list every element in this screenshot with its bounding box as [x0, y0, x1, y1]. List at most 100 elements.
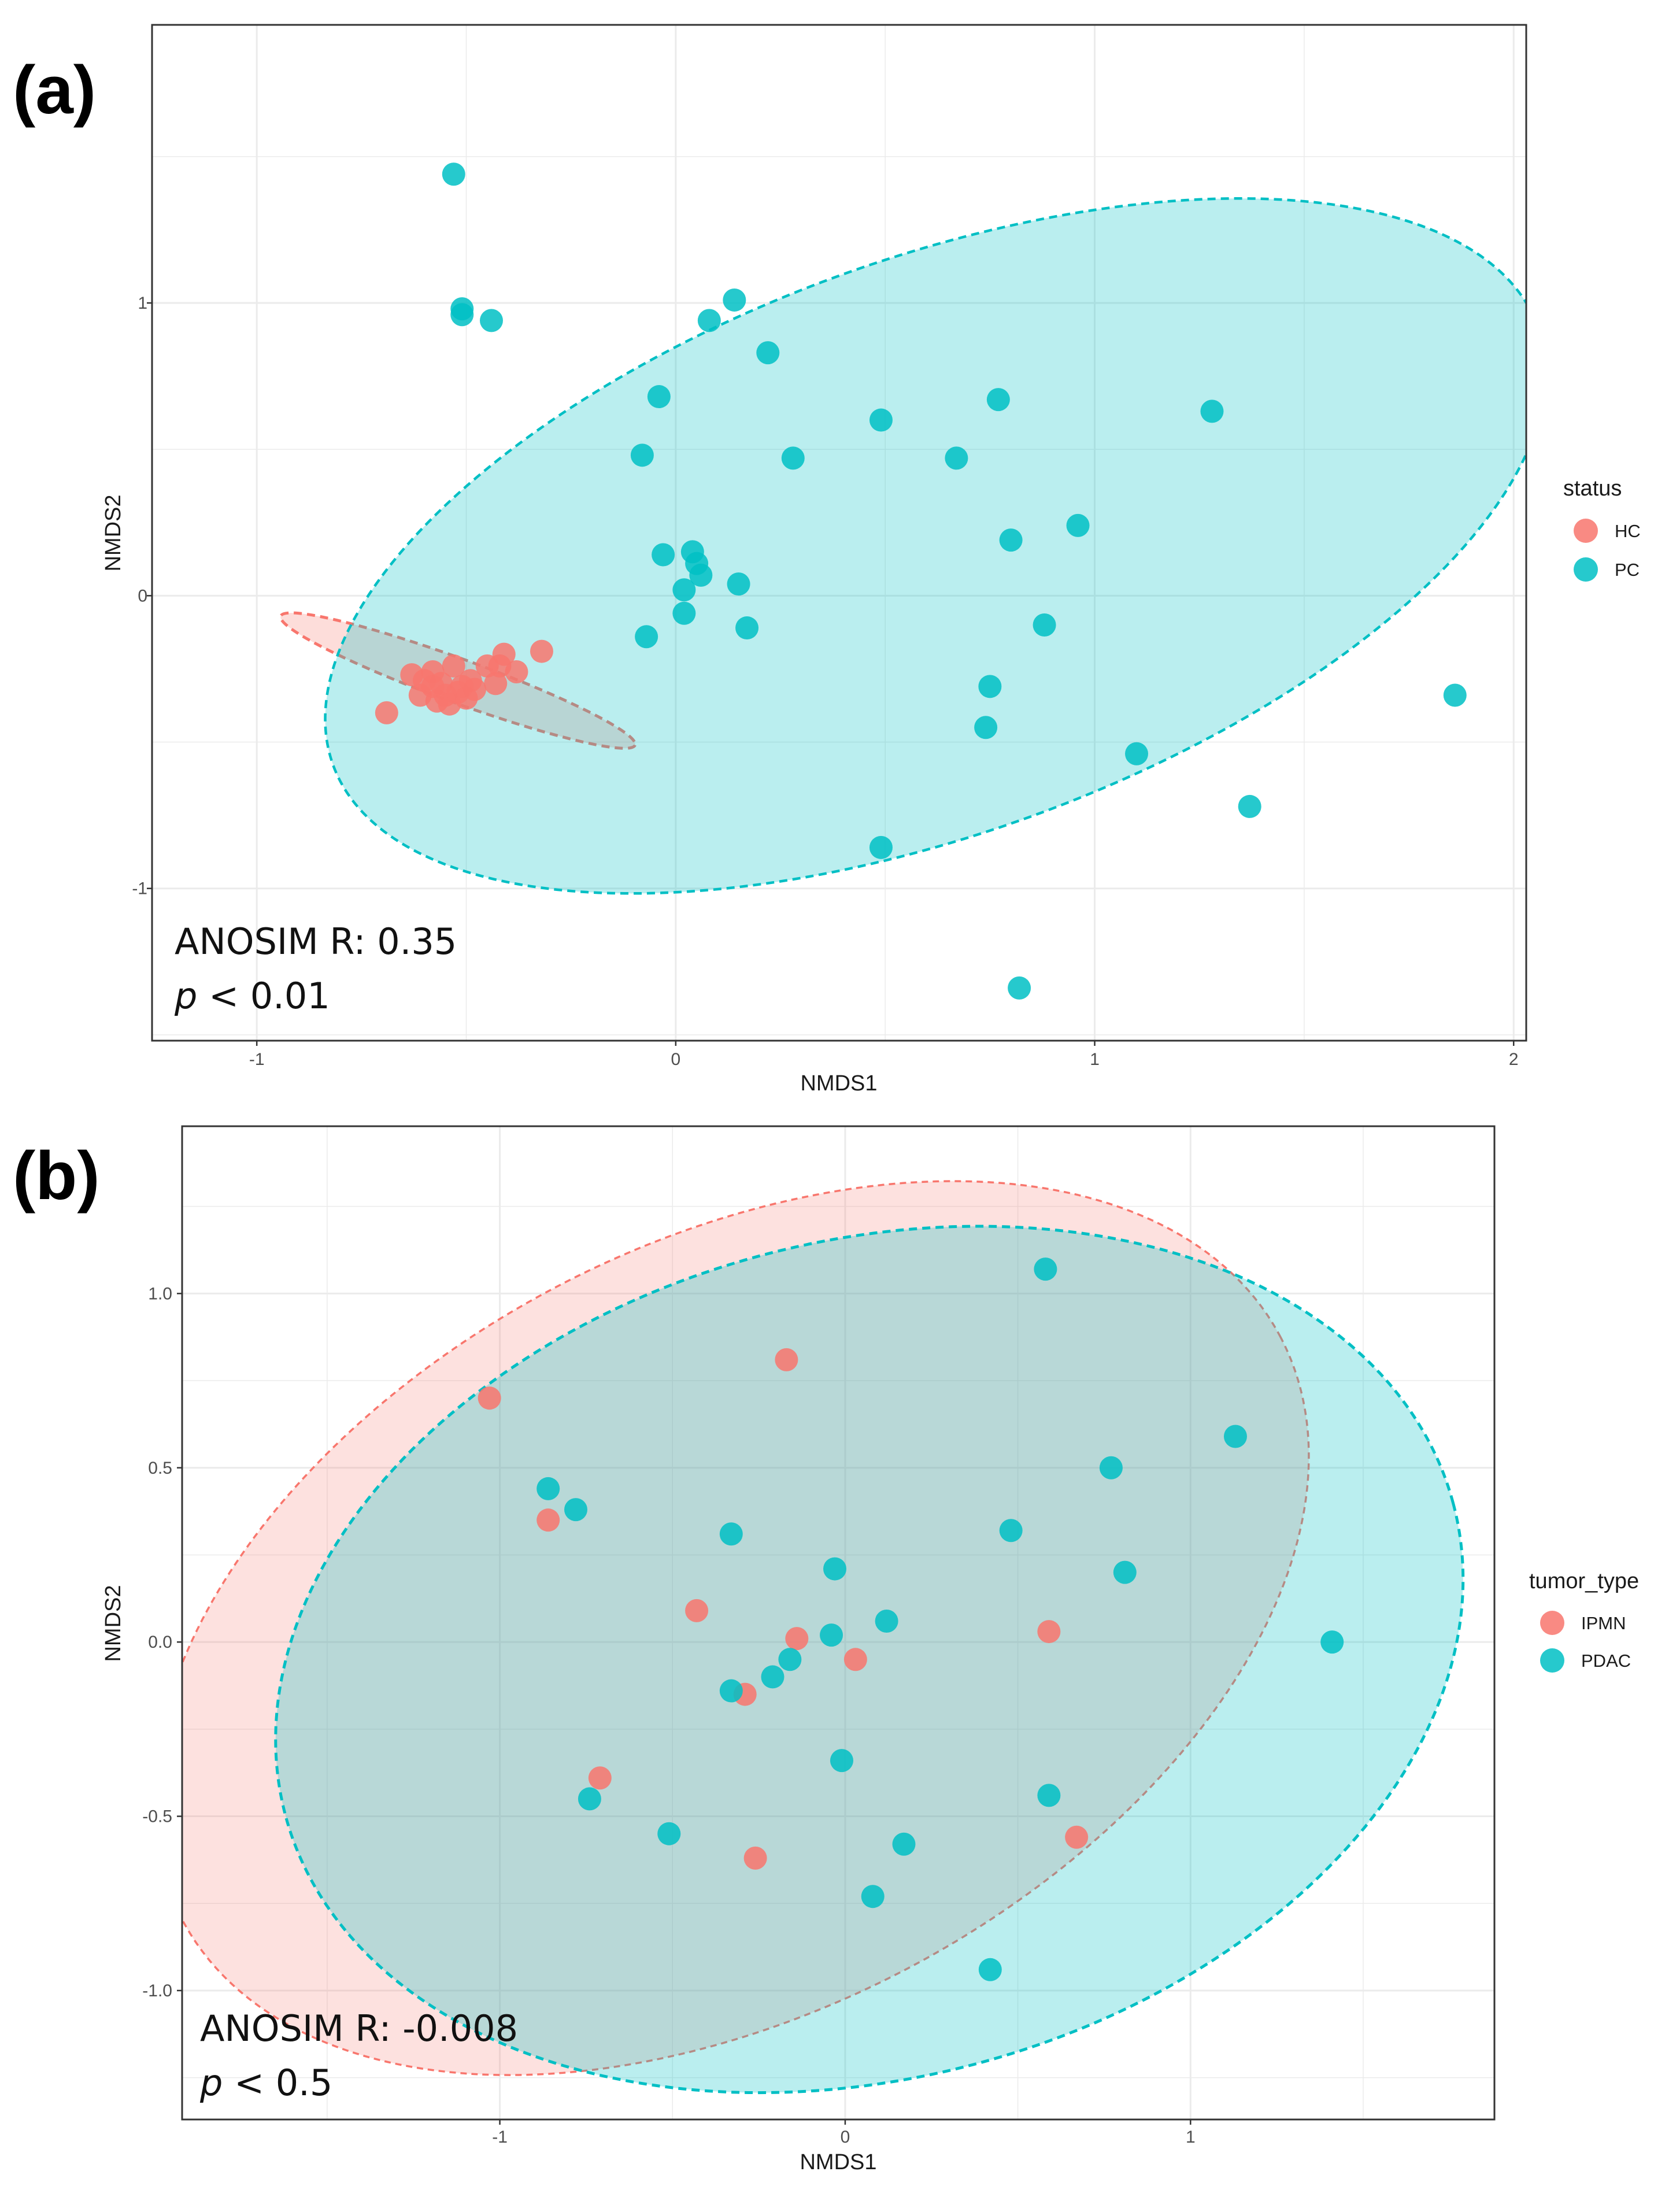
legend-label-pc: PC — [1615, 560, 1640, 580]
panel-a-y-axis: -1 0 1 — [132, 294, 152, 898]
legend-label-pdac: PDAC — [1581, 1651, 1631, 1671]
point-pc — [450, 303, 474, 327]
legend-label-hc: HC — [1615, 521, 1641, 541]
x-tick-label: 1 — [1090, 1050, 1100, 1069]
point-pdac — [1034, 1257, 1057, 1281]
panel-a-anosim-r: ANOSIM R: 0.35 — [175, 920, 457, 963]
y-tick-label: 0 — [138, 586, 147, 605]
point-pdac — [761, 1665, 785, 1689]
y-tick-label: 0.5 — [148, 1459, 172, 1478]
point-pc — [1443, 683, 1467, 707]
x-tick-label: 0 — [671, 1050, 681, 1069]
point-hc — [484, 672, 508, 696]
point-pc — [689, 563, 713, 587]
y-tick-label: 1.0 — [148, 1284, 172, 1303]
point-pdac — [564, 1498, 587, 1522]
point-hc — [530, 639, 553, 663]
legend-key-hc — [1574, 519, 1598, 543]
point-pc — [1066, 513, 1090, 537]
point-ipmn — [775, 1348, 798, 1371]
panel-a-border — [151, 24, 1527, 1042]
point-pc — [999, 528, 1023, 552]
point-pc — [442, 162, 465, 186]
point-pc — [723, 288, 746, 312]
point-pdac — [978, 1958, 1002, 1981]
point-ipmn — [1037, 1620, 1061, 1644]
panel-b-x-axis-title: NMDS1 — [800, 2150, 876, 2174]
point-pdac — [875, 1609, 898, 1633]
point-hc — [505, 660, 528, 684]
ellipse-pc — [324, 197, 1526, 895]
x-tick-label: -1 — [492, 2128, 508, 2147]
panel-b-anosim-p: p < 0.5 — [199, 2062, 332, 2104]
panel-a-p-value: < 0.01 — [197, 975, 330, 1017]
point-ipmn — [843, 1648, 867, 1671]
point-pdac — [1223, 1425, 1247, 1448]
point-pdac — [823, 1557, 847, 1581]
point-pc — [781, 446, 805, 470]
y-tick-label: 1 — [138, 294, 147, 313]
point-pc — [672, 601, 696, 625]
point-pdac — [719, 1522, 743, 1546]
point-ipmn — [743, 1846, 767, 1870]
panel-b-border — [181, 1125, 1496, 2121]
panel-a-anosim-p: p < 0.01 — [174, 975, 330, 1017]
point-pc — [1033, 613, 1056, 637]
point-pc — [945, 446, 968, 470]
point-pc — [647, 385, 671, 409]
point-pc — [978, 675, 1002, 698]
point-pc — [727, 572, 750, 596]
point-pc — [1238, 794, 1261, 818]
point-hc — [375, 701, 398, 724]
panel-b-legend-title: tumor_type — [1529, 1569, 1639, 1593]
point-pc — [697, 309, 721, 332]
panel-a-y-axis-title: NMDS2 — [101, 494, 125, 571]
x-tick-label: 1 — [1186, 2128, 1196, 2147]
point-pdac — [778, 1648, 802, 1671]
panel-a-label: (a) — [13, 52, 96, 128]
point-pc — [756, 341, 780, 365]
panel-a-legend: status HC PC — [1563, 476, 1641, 582]
panel-b-label: (b) — [13, 1138, 100, 1214]
point-pdac — [830, 1749, 853, 1773]
point-ipmn — [478, 1386, 501, 1410]
legend-key-ipmn — [1540, 1611, 1564, 1635]
point-pdac — [999, 1519, 1023, 1543]
point-pdac — [892, 1832, 916, 1856]
point-pdac — [1099, 1456, 1123, 1479]
point-pdac — [578, 1787, 601, 1811]
panel-b-p-value: < 0.5 — [223, 2062, 332, 2104]
point-pdac — [1320, 1630, 1344, 1654]
point-pdac — [536, 1477, 560, 1500]
point-pc — [635, 625, 658, 649]
point-pc — [974, 716, 998, 739]
y-tick-label: -1.0 — [142, 1981, 172, 2000]
point-pc — [869, 835, 893, 859]
point-pc — [652, 543, 675, 567]
panel-b-y-axis-title: NMDS2 — [101, 1585, 125, 1662]
point-pdac — [820, 1623, 843, 1647]
x-tick-label: 0 — [841, 2128, 850, 2147]
panel-b-y-axis: 1.0 0.5 0.0 -0.5 -1.0 — [142, 1284, 182, 2000]
point-ipmn — [588, 1766, 612, 1790]
panel-b-p-symbol: p — [199, 2062, 223, 2104]
point-pdac — [719, 1679, 743, 1703]
point-pdac — [861, 1885, 885, 1908]
point-pc — [672, 578, 696, 602]
ellipse-pdac — [274, 1225, 1465, 2095]
panel-b: (b) -1 0 1 1.0 0.5 0.0 -0.5 -1.0 NMDS1 NMDS2 A… — [13, 1125, 1639, 2174]
point-pc — [1125, 742, 1149, 765]
point-pc — [630, 443, 654, 467]
y-tick-label: -0.5 — [142, 1807, 172, 1826]
x-tick-label: 2 — [1509, 1050, 1519, 1069]
point-pc — [1008, 976, 1031, 1000]
point-pc — [869, 408, 893, 432]
panel-a-points — [375, 162, 1467, 1000]
point-pc — [735, 616, 759, 640]
legend-key-pdac — [1540, 1648, 1564, 1673]
point-pdac — [1037, 1784, 1061, 1807]
point-pdac — [657, 1822, 681, 1845]
panel-b-anosim-r: ANOSIM R: -0.008 — [200, 2007, 518, 2050]
panel-a-p-symbol: p — [174, 975, 197, 1017]
